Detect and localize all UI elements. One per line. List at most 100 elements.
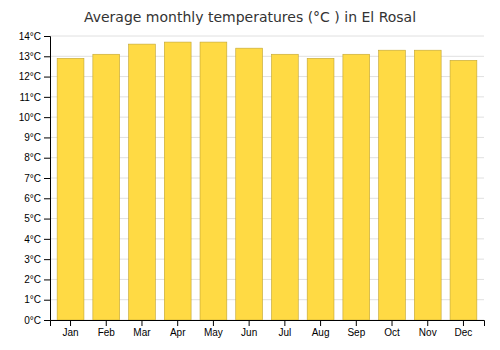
tick: 9°C (24, 132, 50, 143)
tick-label: Mar (133, 327, 151, 338)
tick: 11°C (19, 92, 50, 103)
tick-mark (284, 320, 285, 326)
axis-domain (51, 321, 485, 327)
tick-label: 0°C (24, 315, 41, 326)
tick-mark (44, 279, 50, 280)
tick-label: 10°C (19, 112, 41, 123)
tick: May (204, 320, 223, 338)
tick-mark (44, 158, 50, 159)
grid-line (50, 36, 484, 37)
tick-mark (44, 117, 50, 118)
bar (57, 58, 84, 320)
tick-label: Jan (62, 327, 78, 338)
tick-mark (44, 239, 50, 240)
bar (164, 42, 191, 320)
tick-label: 13°C (19, 51, 41, 62)
axis-domain (44, 37, 51, 321)
tick: 3°C (24, 254, 50, 265)
bar (200, 42, 227, 320)
tick-label: 4°C (24, 234, 41, 245)
tick-label: Jul (278, 327, 291, 338)
tick-mark (44, 56, 50, 57)
tick-mark (44, 97, 50, 98)
tick: Oct (384, 320, 400, 338)
chart: 0°C 1°C 2°C 3°C 4°C 5°C 6°C 7°C 8°C 9°C 10°C 11°C 12… (0, 0, 500, 350)
tick: 13°C (19, 51, 50, 62)
bar (236, 48, 263, 320)
tick-label: Sep (347, 327, 365, 338)
tick: Aug (312, 320, 330, 338)
tick: Feb (98, 320, 116, 338)
bar (414, 50, 441, 320)
tick-label: Jun (241, 327, 257, 338)
tick: 5°C (24, 213, 50, 224)
bars (57, 42, 477, 320)
plot: 0°C 1°C 2°C 3°C 4°C 5°C 6°C 7°C 8°C 9°C 10°C 11°C 12… (19, 31, 485, 338)
tick-label: Feb (98, 327, 116, 338)
tick-mark (44, 320, 50, 321)
tick-mark (213, 320, 214, 326)
tick-mark (44, 300, 50, 301)
tick-mark (44, 77, 50, 78)
tick: Nov (419, 320, 437, 338)
tick-mark (106, 320, 107, 326)
tick: 14°C (19, 31, 50, 42)
bar (450, 60, 477, 320)
bar (271, 54, 298, 320)
tick-mark (44, 219, 50, 220)
tick: Dec (455, 320, 473, 338)
tick-label: 14°C (19, 31, 41, 42)
bar (379, 50, 406, 320)
tick: Apr (170, 320, 186, 338)
tick-mark (463, 320, 464, 326)
tick: 10°C (19, 112, 50, 123)
tick-label: 1°C (24, 294, 41, 305)
bar (307, 58, 334, 320)
tick-label: Apr (170, 327, 186, 338)
tick: Jan (62, 320, 78, 338)
tick-mark (356, 320, 357, 326)
bar (343, 54, 370, 320)
x-axis: Jan Feb Mar Apr May Jun Jul Aug Sep Oct Nov Dec (51, 320, 485, 338)
bar (129, 44, 156, 320)
tick: 12°C (19, 71, 50, 82)
tick: Sep (347, 320, 365, 338)
tick-label: 2°C (24, 274, 41, 285)
tick-mark (177, 320, 178, 326)
tick-label: Aug (312, 327, 330, 338)
tick: Jun (241, 320, 257, 338)
bar (93, 54, 120, 320)
tick-label: Nov (419, 327, 437, 338)
tick-mark (249, 320, 250, 326)
tick: 6°C (24, 193, 50, 204)
tick-mark (44, 36, 50, 37)
tick: 8°C (24, 152, 50, 163)
tick-mark (44, 178, 50, 179)
tick-label: Dec (455, 327, 473, 338)
tick-mark (44, 137, 50, 138)
tick: 7°C (24, 173, 50, 184)
y-axis: 0°C 1°C 2°C 3°C 4°C 5°C 6°C 7°C 8°C 9°C 10°C 11°C 12… (19, 31, 51, 326)
tick-label: 9°C (24, 132, 41, 143)
tick-label: 6°C (24, 193, 41, 204)
tick-label: 3°C (24, 254, 41, 265)
tick-mark (320, 320, 321, 326)
tick-mark (392, 320, 393, 326)
grid (50, 36, 484, 320)
tick-mark (70, 320, 71, 326)
tick: Jul (278, 320, 291, 338)
tick-label: 8°C (24, 152, 41, 163)
tick: 4°C (24, 234, 50, 245)
tick: Mar (133, 320, 151, 338)
tick: 2°C (24, 274, 50, 285)
tick: 0°C (24, 315, 50, 326)
tick-label: May (204, 327, 223, 338)
tick-label: 7°C (24, 173, 41, 184)
tick-mark (44, 259, 50, 260)
tick: 1°C (24, 294, 50, 305)
tick-mark (427, 320, 428, 326)
tick-mark (44, 198, 50, 199)
tick-label: 12°C (19, 71, 41, 82)
tick-label: Oct (384, 327, 400, 338)
title: Average monthly temperatures (°C ) in El… (84, 9, 416, 25)
